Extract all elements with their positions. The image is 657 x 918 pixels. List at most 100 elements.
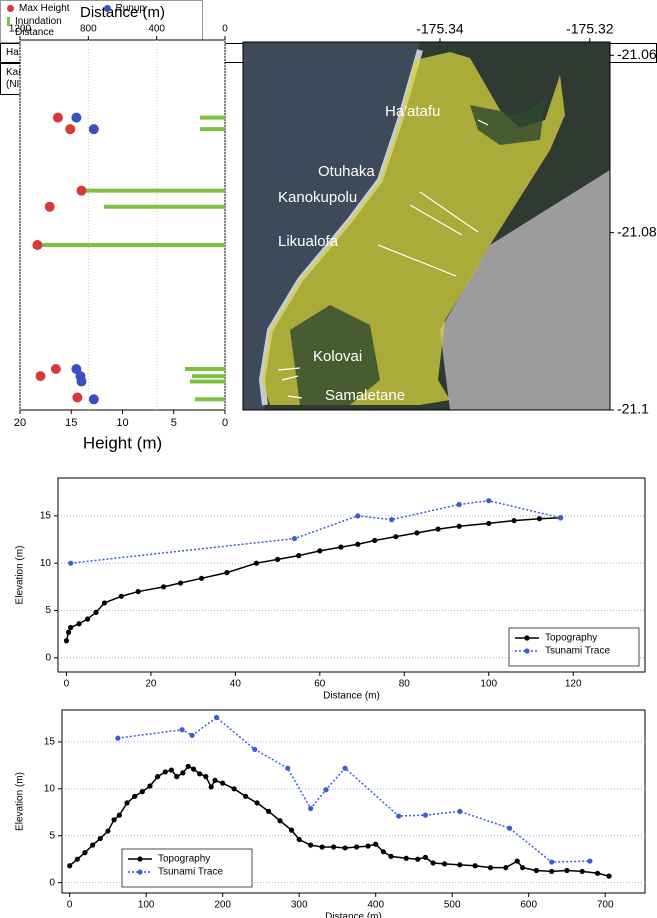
point	[473, 863, 478, 868]
point	[89, 124, 99, 134]
place-label: Otuhaka	[318, 163, 375, 180]
point	[558, 515, 563, 520]
point	[338, 544, 343, 549]
point	[354, 844, 359, 849]
x-tick-label: 400	[367, 900, 384, 911]
point	[72, 393, 82, 403]
point	[486, 521, 491, 526]
x-tick-label: 20	[145, 679, 157, 690]
point	[393, 534, 398, 539]
point	[209, 784, 214, 789]
place-label: Likualofa	[278, 233, 339, 250]
place-label: Kolovai	[313, 348, 362, 365]
point	[308, 843, 313, 848]
point	[342, 845, 347, 850]
point	[66, 630, 71, 635]
point	[136, 589, 141, 594]
point	[102, 600, 107, 605]
x-tick-label: 700	[597, 900, 614, 911]
point	[186, 764, 191, 769]
y-tick-label: 10	[44, 783, 56, 794]
x-tick-label: -175.34	[416, 21, 464, 37]
y-tick-label: -21.1	[617, 401, 649, 417]
point	[45, 202, 55, 212]
point	[289, 828, 294, 833]
point	[549, 859, 554, 864]
legend-marker	[524, 635, 529, 640]
y-axis-label: Elevation (m)	[15, 772, 26, 831]
point	[457, 862, 462, 867]
point	[147, 783, 152, 788]
point	[342, 766, 347, 771]
point	[534, 868, 539, 873]
point	[140, 789, 145, 794]
point	[68, 561, 73, 566]
x-tick-label: 0	[67, 900, 73, 911]
x-tick-label: 60	[314, 679, 326, 690]
point	[595, 871, 600, 876]
point	[90, 843, 95, 848]
point	[275, 557, 280, 562]
point	[77, 186, 87, 196]
point	[64, 638, 69, 643]
point	[203, 774, 208, 779]
legend-item: Max Height	[5, 3, 102, 14]
point	[51, 364, 61, 374]
point	[93, 610, 98, 615]
point	[178, 580, 183, 585]
point	[507, 826, 512, 831]
x-tick-label: 40	[230, 679, 242, 690]
point	[89, 394, 99, 404]
point	[564, 868, 569, 873]
satellite-map	[243, 42, 610, 410]
point	[317, 548, 322, 553]
point	[388, 854, 393, 859]
point	[77, 376, 87, 386]
point	[163, 769, 168, 774]
point	[323, 787, 328, 792]
x-tick-label: 100	[138, 900, 155, 911]
point	[423, 813, 428, 818]
legend-swatch	[7, 17, 10, 26]
legend-label: Tsunami Trace	[158, 867, 223, 878]
point	[308, 806, 313, 811]
point	[503, 865, 508, 870]
x-tick-label: 0	[222, 417, 228, 429]
point	[180, 770, 185, 775]
point	[117, 813, 122, 818]
point	[277, 818, 282, 823]
y-tick-label: 15	[44, 737, 56, 748]
point	[71, 113, 81, 123]
point	[180, 727, 185, 732]
point	[549, 869, 554, 874]
x-tick-label: 5	[171, 417, 177, 429]
point	[414, 530, 419, 535]
point	[381, 849, 386, 854]
x-axis-label: Distance (m)	[323, 691, 380, 702]
point	[174, 774, 179, 779]
point	[214, 715, 219, 720]
point	[296, 553, 301, 558]
point	[423, 855, 428, 860]
point	[372, 538, 377, 543]
legend-label: Topography	[545, 633, 597, 644]
point	[515, 858, 520, 863]
point	[292, 536, 297, 541]
point	[124, 800, 129, 805]
point	[442, 861, 447, 866]
point	[36, 371, 46, 381]
y-tick-label: 0	[45, 652, 51, 663]
point	[373, 842, 378, 847]
point	[53, 113, 63, 123]
y-tick-label: 5	[45, 605, 51, 616]
point	[224, 570, 229, 575]
x2-tick-label: 0	[222, 24, 228, 35]
point	[320, 844, 325, 849]
point	[111, 817, 116, 822]
point	[161, 584, 166, 589]
point	[32, 240, 42, 250]
point	[606, 874, 611, 879]
point	[580, 869, 585, 874]
y-tick-label: 0	[49, 877, 55, 888]
y-axis-label: Elevation (m)	[15, 546, 26, 605]
